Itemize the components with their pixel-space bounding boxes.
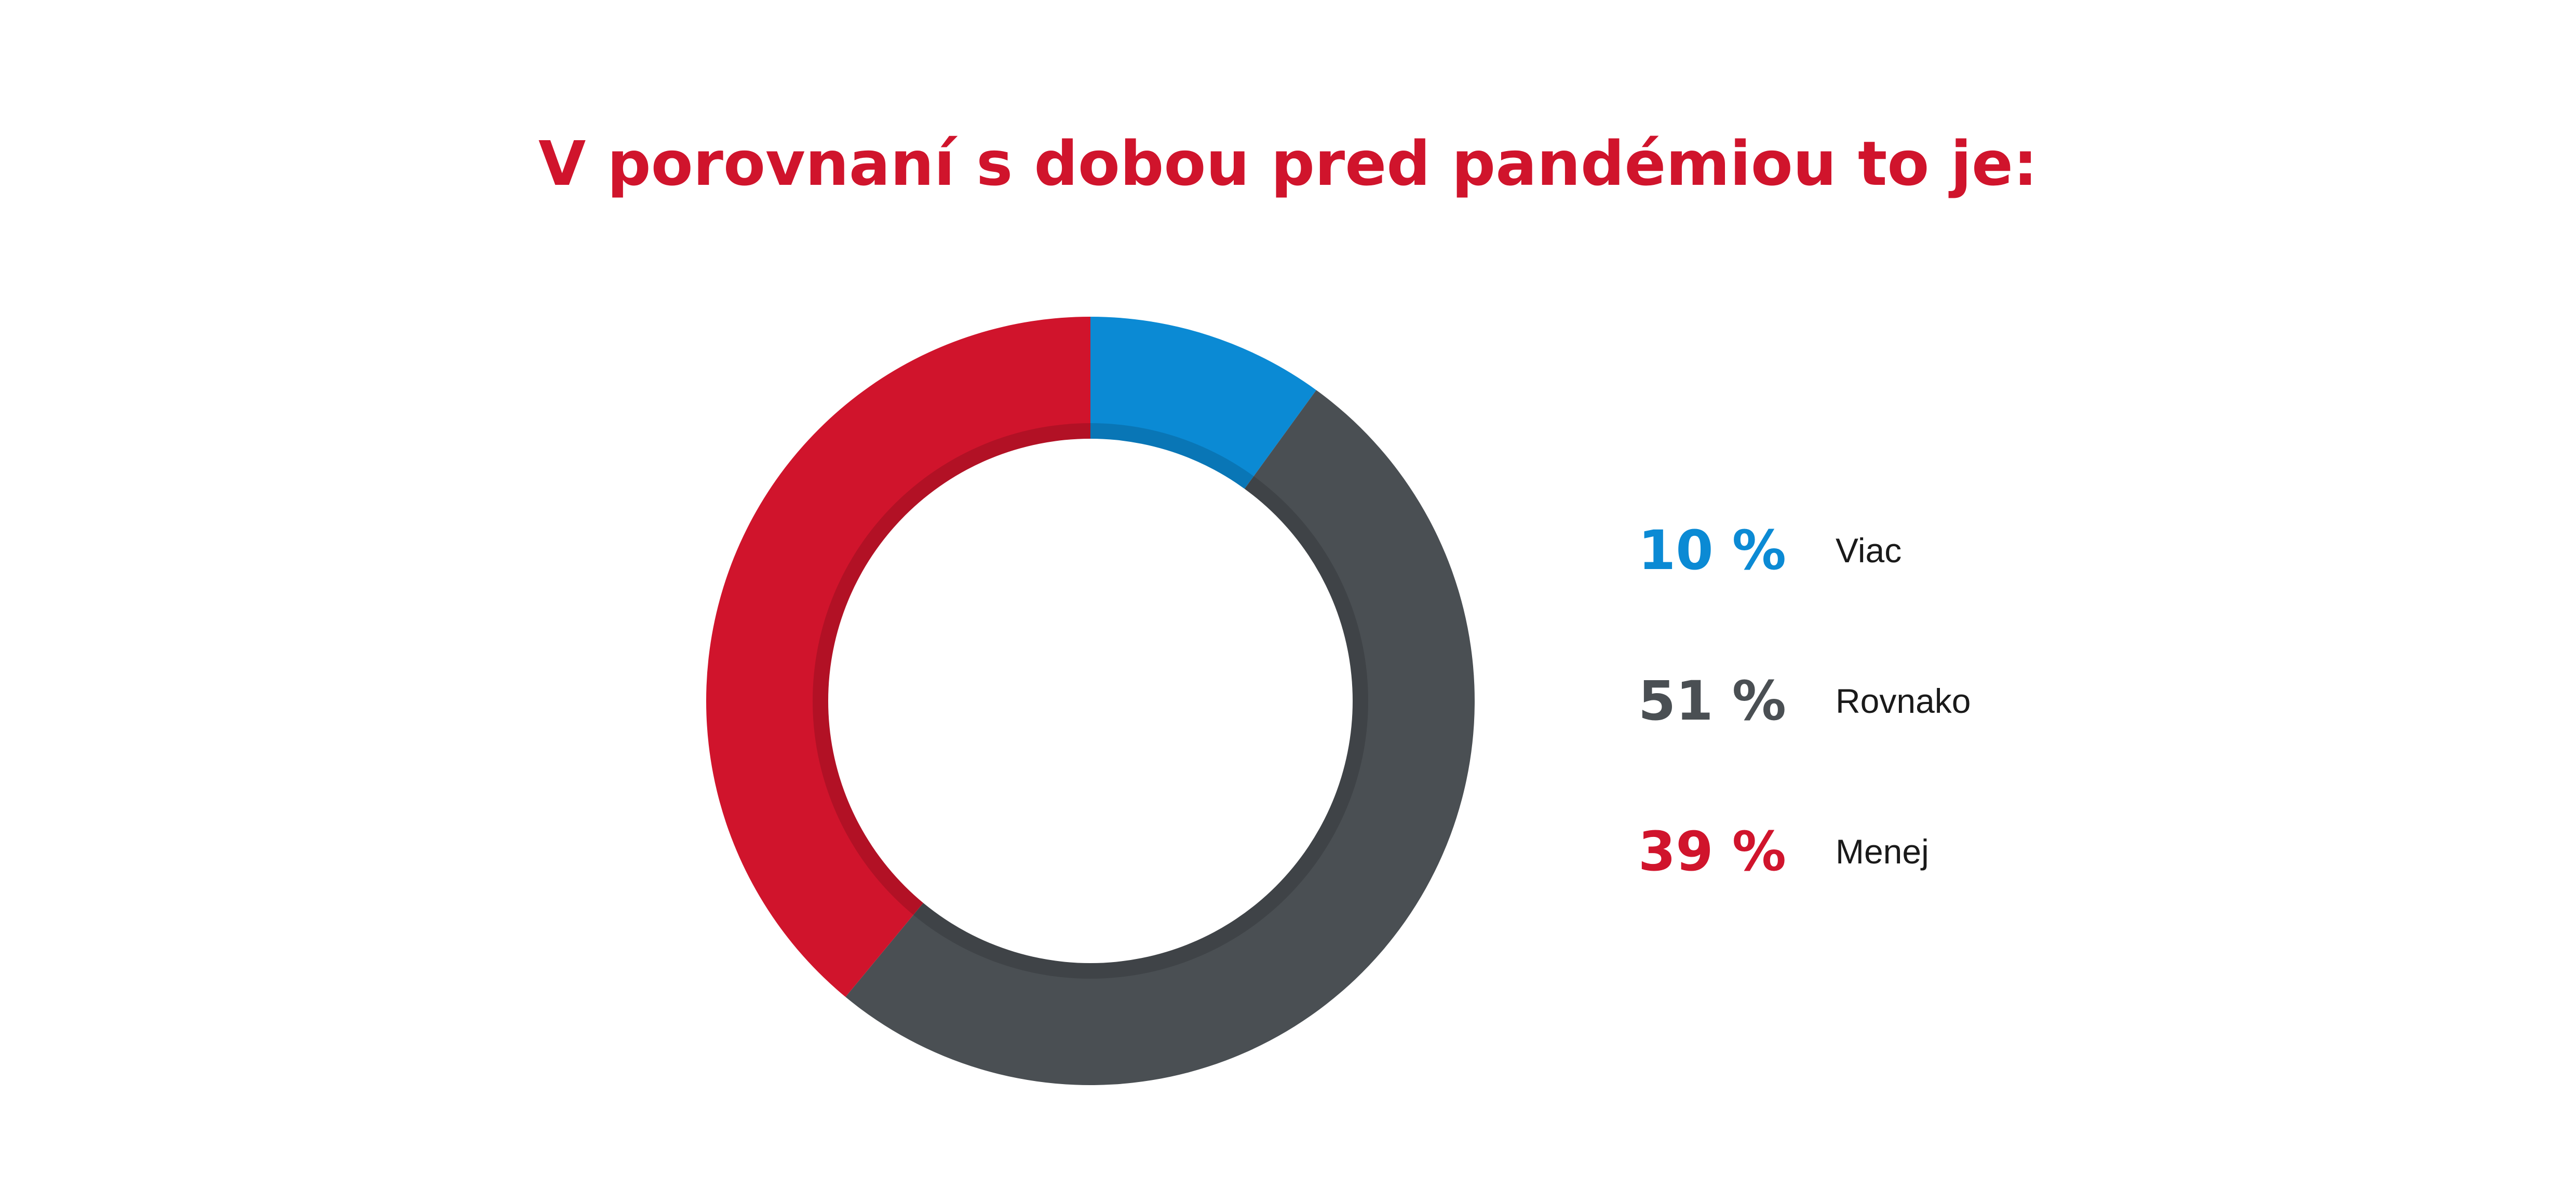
- legend-label-menej: Menej: [1836, 832, 1929, 871]
- legend-value-viac: 10 %: [1638, 519, 1786, 582]
- donut-chart: [706, 317, 1475, 1086]
- legend-item-menej: 39 % Menej: [1558, 813, 2181, 890]
- legend-label-viac: Viac: [1836, 531, 1902, 570]
- chart-title: V porovnaní s dobou pred pandémiou to je…: [538, 128, 2038, 199]
- legend-value-menej: 39 %: [1638, 820, 1786, 883]
- legend-item-viac: 10 % Viac: [1558, 511, 2181, 589]
- donut-hole: [828, 439, 1353, 963]
- legend-item-rovnako: 51 % Rovnako: [1558, 662, 2181, 740]
- legend-label-rovnako: Rovnako: [1836, 682, 1971, 720]
- legend-value-rovnako: 51 %: [1638, 669, 1786, 733]
